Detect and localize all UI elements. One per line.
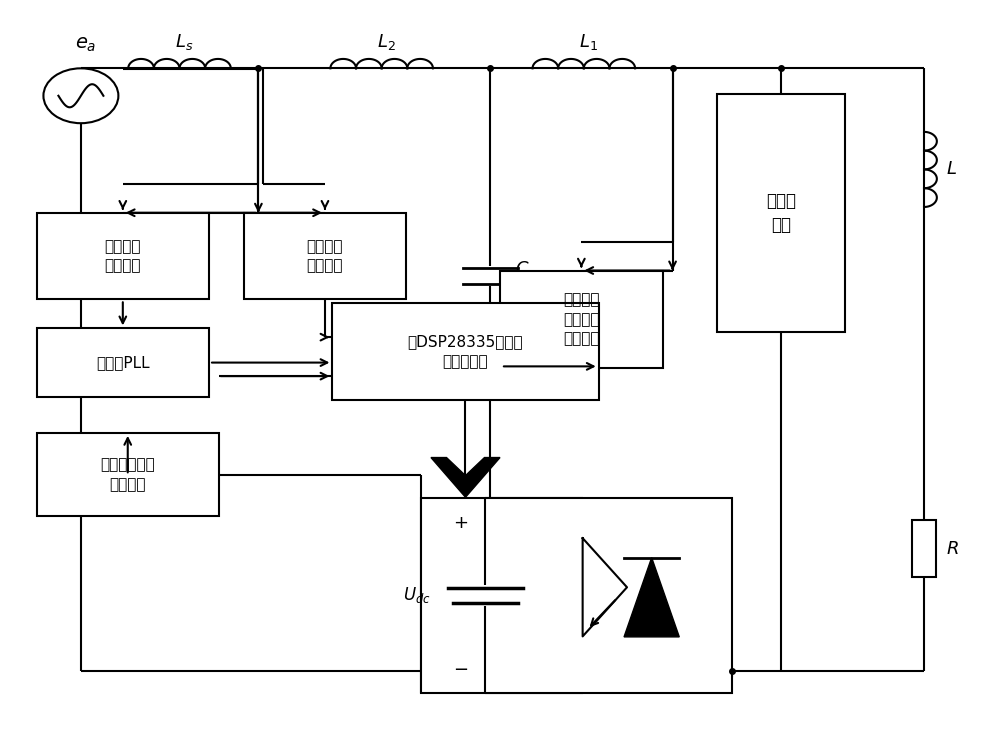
FancyBboxPatch shape bbox=[37, 433, 219, 516]
FancyBboxPatch shape bbox=[421, 498, 732, 693]
Text: 锁相环PLL: 锁相环PLL bbox=[96, 355, 150, 370]
FancyBboxPatch shape bbox=[717, 93, 845, 332]
Bar bbox=[912, 520, 936, 578]
Text: 以DSP28335为核心
的控制系统: 以DSP28335为核心 的控制系统 bbox=[408, 334, 523, 369]
Text: 电网电流
检测电路: 电网电流 检测电路 bbox=[307, 238, 343, 274]
Text: $L$: $L$ bbox=[946, 160, 957, 178]
Text: 直流电容电压
检测电路: 直流电容电压 检测电路 bbox=[100, 457, 155, 492]
FancyBboxPatch shape bbox=[37, 213, 209, 300]
Text: +: + bbox=[453, 514, 468, 532]
Polygon shape bbox=[431, 458, 500, 498]
Text: $e_a$: $e_a$ bbox=[75, 35, 97, 54]
Text: $-$: $-$ bbox=[453, 659, 468, 676]
Polygon shape bbox=[624, 558, 679, 637]
Text: $L_1$: $L_1$ bbox=[579, 32, 598, 52]
Text: $C$: $C$ bbox=[515, 260, 529, 277]
FancyBboxPatch shape bbox=[37, 328, 209, 397]
Text: $R$: $R$ bbox=[946, 539, 959, 558]
Text: 非线性
负载: 非线性 负载 bbox=[766, 192, 796, 233]
Text: $L_s$: $L_s$ bbox=[175, 32, 194, 52]
Text: $L_2$: $L_2$ bbox=[377, 32, 396, 52]
Text: $U_{dc}$: $U_{dc}$ bbox=[403, 585, 431, 606]
FancyBboxPatch shape bbox=[244, 213, 406, 300]
Text: 电网电压
检测电路: 电网电压 检测电路 bbox=[105, 238, 141, 274]
Text: 逆变器侧
电感电流
检测电路: 逆变器侧 电感电流 检测电路 bbox=[563, 292, 600, 347]
FancyBboxPatch shape bbox=[332, 303, 599, 400]
FancyBboxPatch shape bbox=[500, 271, 663, 368]
